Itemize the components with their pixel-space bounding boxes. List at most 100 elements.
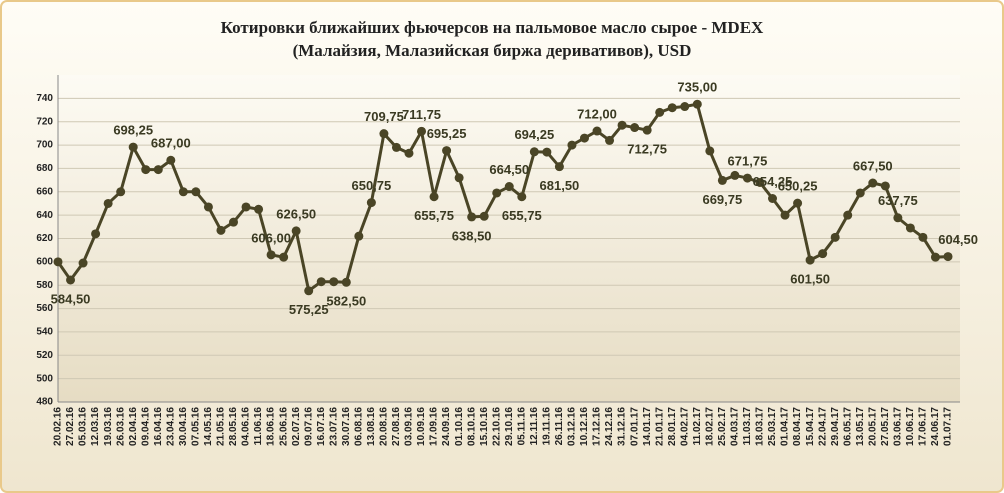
x-tick-label: 18.02.17 <box>704 407 715 446</box>
y-tick-label: 580 <box>36 280 53 291</box>
data-label: 575,25 <box>289 302 329 317</box>
data-label: 638,50 <box>452 228 492 243</box>
x-tick-label: 30.07.16 <box>341 407 352 446</box>
data-label: 584,50 <box>51 291 91 306</box>
y-tick-label: 480 <box>36 397 53 408</box>
y-tick-label: 680 <box>36 163 53 174</box>
point <box>680 102 690 112</box>
point <box>354 231 364 241</box>
data-label: 655,75 <box>414 208 454 223</box>
point <box>141 165 151 175</box>
y-tick-label: 500 <box>36 373 53 384</box>
point <box>667 103 677 113</box>
x-tick-label: 13.05.17 <box>855 407 866 446</box>
point <box>254 204 264 214</box>
point <box>291 226 301 236</box>
x-tick-label: 11.03.17 <box>742 407 753 446</box>
x-tick-label: 23.07.16 <box>328 407 339 446</box>
x-tick-label: 15.04.17 <box>805 407 816 446</box>
x-tick-label: 03.12.16 <box>567 407 578 446</box>
point <box>66 275 76 285</box>
x-tick-label: 04.02.17 <box>679 407 690 446</box>
point <box>492 188 502 198</box>
x-tick-label: 03.09.16 <box>404 407 415 446</box>
chart-title: Котировки ближайших фьючерсов на пальмов… <box>221 18 764 37</box>
x-tick-label: 17.12.16 <box>592 407 603 446</box>
x-tick-label: 28.05.16 <box>228 407 239 446</box>
data-label: 606,00 <box>251 230 291 245</box>
y-tick-label: 600 <box>36 256 53 267</box>
point <box>579 133 589 143</box>
x-tick-label: 24.06.17 <box>930 407 941 446</box>
x-tick-label: 21.05.16 <box>216 407 227 446</box>
x-tick-label: 22.04.17 <box>817 407 828 446</box>
x-tick-label: 18.03.17 <box>755 407 766 446</box>
x-tick-label: 14.05.16 <box>203 407 214 446</box>
data-label: 664,50 <box>489 162 529 177</box>
point <box>818 249 828 259</box>
x-tick-label: 01.07.17 <box>943 407 954 446</box>
point <box>730 170 740 180</box>
x-tick-label: 20.08.16 <box>379 407 390 446</box>
point <box>191 187 201 197</box>
point <box>366 198 376 208</box>
x-tick-label: 03.06.17 <box>892 407 903 446</box>
data-label: 669,75 <box>702 192 742 207</box>
data-label: 667,50 <box>853 158 893 173</box>
point <box>203 202 213 212</box>
data-label: 601,50 <box>790 272 830 287</box>
x-tick-label: 29.04.17 <box>830 407 841 446</box>
point <box>391 142 401 152</box>
data-label: 735,00 <box>677 80 717 95</box>
point <box>454 173 464 183</box>
y-tick-label: 640 <box>36 210 53 221</box>
point <box>91 229 101 239</box>
x-tick-label: 10.12.16 <box>579 407 590 446</box>
data-label: 604,50 <box>938 232 978 247</box>
x-tick-label: 27.02.16 <box>65 407 76 446</box>
x-tick-label: 23.04.16 <box>165 407 176 446</box>
x-tick-label: 12.11.16 <box>529 407 540 446</box>
point <box>517 192 527 202</box>
point <box>843 210 853 220</box>
x-tick-label: 02.04.16 <box>128 407 139 446</box>
x-tick-label: 17.06.17 <box>918 407 929 446</box>
chart-subtitle: (Малайзия, Малазийская биржа деривативов… <box>293 41 692 60</box>
point <box>78 258 88 268</box>
point <box>918 232 928 242</box>
point <box>316 277 326 287</box>
y-tick-label: 620 <box>36 233 53 244</box>
point <box>567 140 577 150</box>
point <box>279 252 289 262</box>
x-tick-label: 10.09.16 <box>416 407 427 446</box>
data-label: 654,25 <box>753 174 793 189</box>
point <box>429 192 439 202</box>
point <box>717 175 727 185</box>
data-label: 695,25 <box>427 126 467 141</box>
point <box>868 178 878 188</box>
x-tick-label: 02.07.16 <box>291 407 302 446</box>
point <box>742 173 752 183</box>
point <box>642 125 652 135</box>
data-label: 655,75 <box>502 208 542 223</box>
x-tick-label: 14.01.17 <box>642 407 653 446</box>
data-label: 711,75 <box>402 107 441 122</box>
data-label: 709,75 <box>364 109 404 124</box>
x-tick-label: 01.04.17 <box>780 407 791 446</box>
x-tick-label: 16.07.16 <box>316 407 327 446</box>
x-tick-label: 04.06.16 <box>241 407 252 446</box>
x-tick-label: 25.02.17 <box>717 407 728 446</box>
point <box>793 198 803 208</box>
point <box>228 217 238 227</box>
data-label: 698,25 <box>113 123 153 138</box>
y-tick-label: 700 <box>36 140 53 151</box>
point <box>116 187 126 197</box>
point <box>768 194 778 204</box>
x-tick-label: 01.10.16 <box>454 407 465 446</box>
x-tick-label: 11.02.17 <box>692 407 703 446</box>
point <box>542 147 552 157</box>
point <box>128 142 138 152</box>
x-tick-label: 16.04.16 <box>153 407 164 446</box>
x-tick-label: 15.10.16 <box>479 407 490 446</box>
x-tick-label: 09.07.16 <box>303 407 314 446</box>
